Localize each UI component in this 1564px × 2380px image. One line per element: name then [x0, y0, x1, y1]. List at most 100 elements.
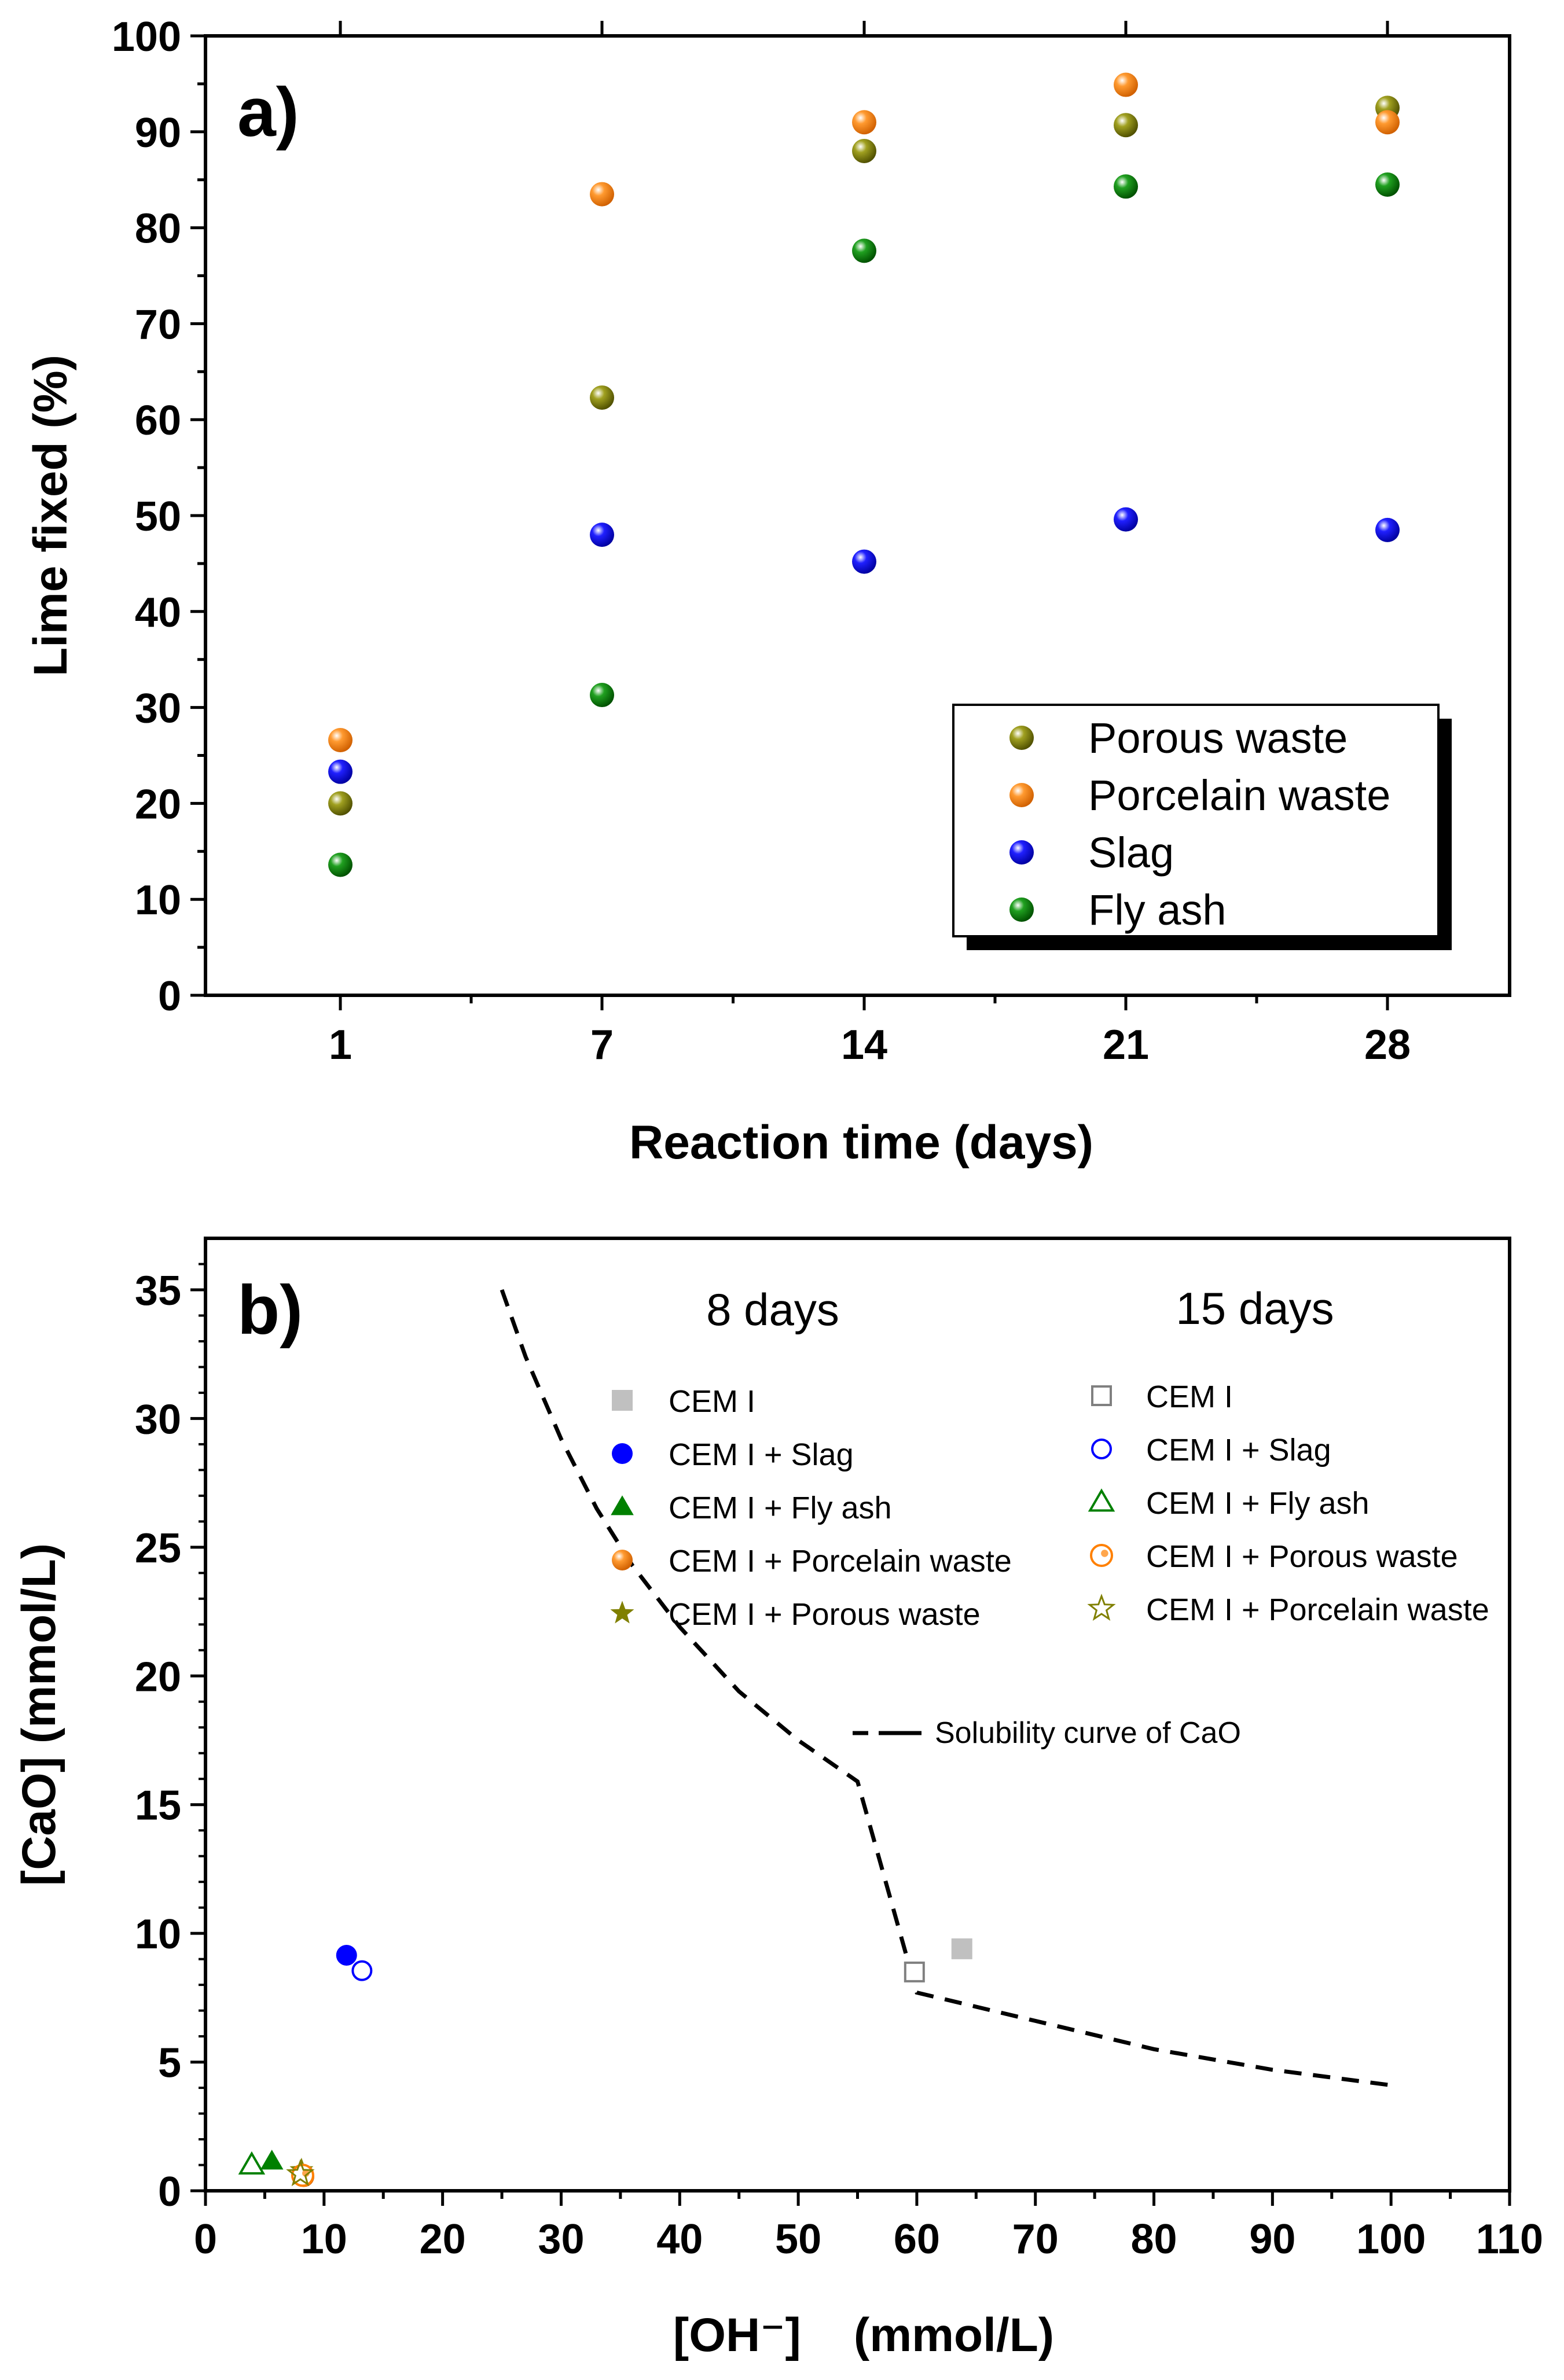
point-cem-i-porcelain-waste-15-days [286, 2159, 315, 2187]
point-cem-i-8-days [951, 1938, 972, 1959]
solubility-curve-line [500, 1289, 1392, 2088]
x-tick-label-0: 0 [194, 2216, 217, 2263]
chart-b-plot-frame [204, 1237, 1511, 2193]
point-cem-i-slag-8-days [336, 1944, 357, 1966]
y-tick-label-40: 40 [135, 590, 181, 636]
chart-b-points [238, 1938, 972, 2187]
point-cem-i-porous-waste-15-days-dot [302, 2169, 310, 2177]
chart-a-y-axis: 0 10 20 30 40 50 60 70 80 90 100 [112, 14, 205, 1020]
chart-a-x-label: Reaction time (days) [629, 1116, 1093, 1169]
legend-label-solubility-curve: Solubility curve of CaO [935, 1716, 1241, 1750]
legend-marker-15d-cem-i-porous-waste-ring [1090, 1544, 1113, 1567]
point-fly-ash-day-1 [328, 852, 353, 877]
x-tick-label-30: 30 [538, 2216, 584, 2263]
legend-marker-8d-cem-i [612, 1390, 633, 1411]
chart-b-x-axis: 0 10 20 30 40 50 60 70 80 90 100 110 [194, 2191, 1543, 2263]
point-cem-i-fly-ash-15-days [238, 2151, 266, 2175]
chart-a: a) 0 10 20 30 40 50 60 70 80 90 100 1 7 14 21 28 Lime … [24, 14, 1511, 1169]
point-porcelain-waste-day-21 [1114, 72, 1138, 97]
chart-b: b) 0 5 10 15 20 25 30 35 0 10 20 30 40 50 60 70 80 90 100… [13, 1237, 1543, 2361]
legend-marker-8d-cem-i-porous-waste [610, 1601, 634, 1624]
legend-group-title-15-days: 15 days [1176, 1283, 1334, 1334]
legend-marker-8d-cem-i-fly-ash [611, 1495, 634, 1515]
legend-label-15d-cem-i: CEM I [1146, 1380, 1233, 1414]
legend-marker-8d-cem-i-porcelain-waste [612, 1550, 633, 1570]
point-slag-day-14 [852, 549, 876, 574]
point-porcelain-waste-day-1 [328, 727, 353, 752]
legend-label-15d-cem-i-porous-waste: CEM I + Porous waste [1146, 1539, 1458, 1574]
legend-label-15d-cem-i-fly-ash: CEM I + Fly ash [1146, 1486, 1370, 1521]
point-porous-waste-day-21 [1114, 113, 1138, 138]
y-tick-label-30: 30 [135, 686, 181, 732]
point-fly-ash-day-28 [1375, 172, 1400, 197]
legend-label-15d-cem-i-slag: CEM I + Slag [1146, 1433, 1331, 1467]
chart-a-panel-label: a) [237, 73, 299, 151]
y-tick-label-10: 10 [135, 877, 181, 924]
legend-label-8d-cem-i-porous-waste: CEM I + Porous waste [669, 1597, 981, 1632]
x-tick-label-20: 20 [420, 2216, 466, 2263]
point-cem-i-slag-15-days [351, 1960, 373, 1981]
x-tick-label-10: 10 [301, 2216, 347, 2263]
x-tick-label-14: 14 [841, 1022, 887, 1068]
legend-label-fly-ash: Fly ash [1088, 886, 1227, 934]
y-tick-label-25: 25 [135, 1525, 181, 1572]
legend-group-title-8-days: 8 days [706, 1284, 839, 1335]
x-tick-label-90: 90 [1249, 2216, 1295, 2263]
y-tick-label-10: 10 [135, 1911, 181, 1958]
chart-b-x-label: [OH⁻] (mmol/L) [673, 2309, 1054, 2361]
y-tick-label-100: 100 [112, 14, 181, 60]
chart-a-x-axis: 1 7 14 21 28 [329, 21, 1411, 1068]
y-tick-label-35: 35 [135, 1268, 181, 1314]
legend-label-8d-cem-i-fly-ash: CEM I + Fly ash [669, 1491, 892, 1525]
y-tick-label-0: 0 [158, 2169, 181, 2215]
legend-label-8d-cem-i-slag: CEM I + Slag [669, 1437, 854, 1472]
point-fly-ash-day-14 [852, 238, 876, 263]
x-tick-label-50: 50 [775, 2216, 821, 2263]
point-cem-i-fly-ash-8-days [260, 2150, 284, 2170]
legend-marker-8d-cem-i-slag [612, 1443, 633, 1464]
y-tick-label-15: 15 [135, 1783, 181, 1829]
point-slag-day-1 [328, 759, 353, 784]
point-porous-waste-day-7 [590, 385, 614, 410]
chart-b-legend: 8 days 15 days CEM I CEM I + Slag CEM I + … [610, 1283, 1489, 1750]
legend-marker-15d-cem-i [1091, 1385, 1112, 1406]
point-slag-day-28 [1375, 517, 1400, 542]
legend-marker-porous-waste [1009, 726, 1034, 750]
legend-marker-15d-cem-i-porous-waste-dot [1101, 1550, 1108, 1557]
y-tick-label-50: 50 [135, 494, 181, 540]
chart-b-y-axis: 0 5 10 15 20 25 30 35 [135, 1263, 205, 2215]
chart-a-y-label: Lime fixed (%) [24, 355, 77, 676]
legend-marker-15d-cem-i-slag [1091, 1439, 1112, 1459]
chart-b-solubility-curve [500, 1289, 1392, 2088]
point-fly-ash-day-21 [1114, 174, 1138, 199]
legend-label-8d-cem-i: CEM I [669, 1384, 755, 1419]
point-slag-day-21 [1114, 507, 1138, 532]
y-tick-label-70: 70 [135, 301, 181, 348]
x-tick-label-21: 21 [1103, 1022, 1149, 1068]
y-tick-label-90: 90 [135, 110, 181, 156]
y-tick-label-60: 60 [135, 398, 181, 444]
point-porcelain-waste-day-7 [590, 182, 614, 207]
chart-b-panel-label: b) [237, 1271, 303, 1349]
x-tick-label-40: 40 [656, 2216, 703, 2263]
chart-a-points [328, 72, 1400, 877]
legend-label-slag: Slag [1088, 829, 1174, 877]
point-fly-ash-day-7 [590, 683, 614, 708]
point-porcelain-waste-day-28 [1375, 110, 1400, 135]
y-tick-label-0: 0 [158, 973, 181, 1020]
point-porcelain-waste-day-14 [852, 110, 876, 135]
legend-marker-porcelain-waste [1009, 783, 1034, 807]
chart-a-legend: Porous waste Porcelain waste Slag Fly ash [952, 704, 1452, 950]
chart-b-y-label: [CaO] (mmol/L) [13, 1543, 65, 1886]
chart-a-legend-box [952, 704, 1440, 937]
legend-marker-15d-cem-i-porcelain-waste [1087, 1594, 1116, 1621]
x-tick-label-7: 7 [590, 1022, 614, 1068]
legend-marker-15d-cem-i-fly-ash [1088, 1488, 1115, 1512]
x-tick-label-110: 110 [1476, 2216, 1543, 2263]
x-tick-label-100: 100 [1356, 2216, 1426, 2263]
x-tick-label-80: 80 [1130, 2216, 1177, 2263]
point-porous-waste-day-1 [328, 791, 353, 816]
legend-label-porous-waste: Porous waste [1088, 714, 1348, 762]
legend-marker-fly-ash [1009, 897, 1034, 922]
